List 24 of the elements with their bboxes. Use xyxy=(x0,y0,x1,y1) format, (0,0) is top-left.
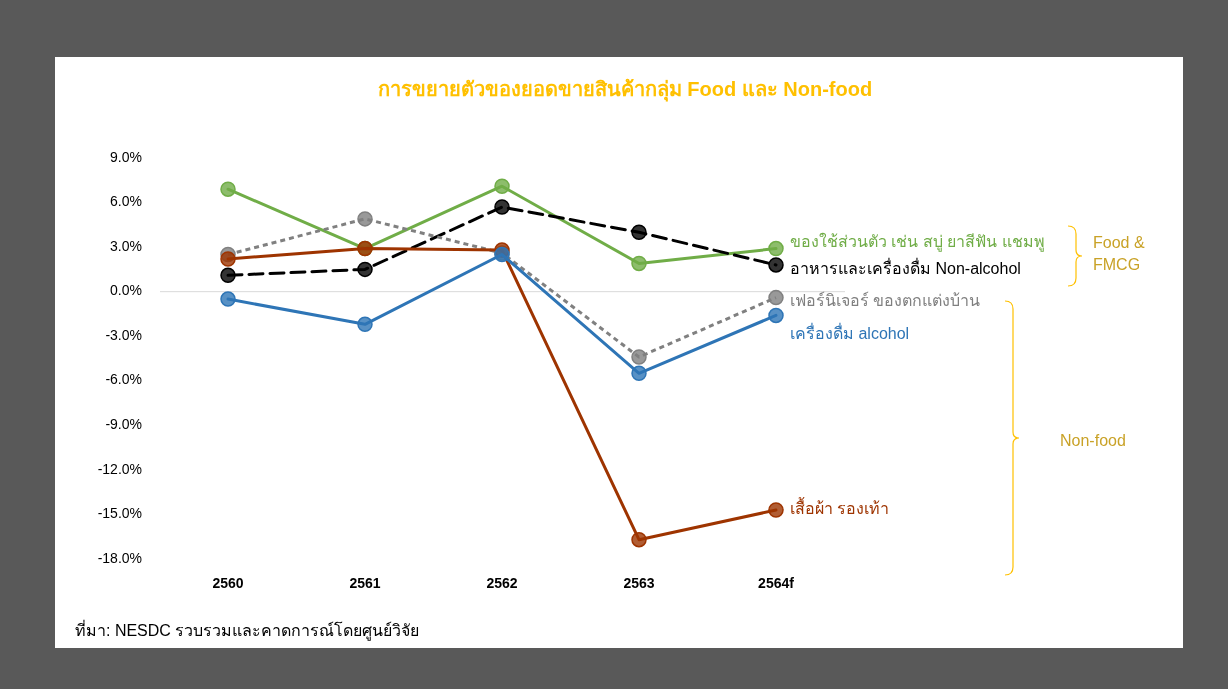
y-tick-label: 6.0% xyxy=(110,193,142,210)
series-label: อาหารและเครื่องดื่ม Non-alcohol xyxy=(790,257,1021,278)
x-tick-label: 2563 xyxy=(623,575,655,591)
x-tick-label: 2562 xyxy=(486,575,518,591)
y-tick-label: -6.0% xyxy=(105,371,142,388)
y-tick-label: -3.0% xyxy=(105,326,142,343)
chart-title: การขยายตัวของยอดขายสินค้ากลุ่ม Food และ Non-food xyxy=(377,78,873,102)
x-tick-label: 2561 xyxy=(349,575,381,591)
y-tick-label: -15.0% xyxy=(97,505,142,522)
series-label: เฟอร์นิเจอร์ ของตกแต่งบ้าน xyxy=(790,290,981,309)
text: Food & FMCG xyxy=(1093,234,1145,273)
y-tick-label: -9.0% xyxy=(105,416,142,433)
y-tick-label: 0.0% xyxy=(110,282,142,299)
y-tick-label: 9.0% xyxy=(110,148,142,165)
text: ที่มา: NESDC รวบรวมและคาดการณ์โดยศูนย์วิจัย xyxy=(75,619,420,641)
y-tick-label: -18.0% xyxy=(97,549,142,566)
y-tick-label: -12.0% xyxy=(97,460,142,477)
text: Non-food xyxy=(1060,432,1126,449)
series-label: เครื่องดื่ม alcohol xyxy=(790,321,910,342)
x-tick-label: 2560 xyxy=(212,575,244,591)
series-label: เสื้อผ้า รองเท้า xyxy=(790,497,890,518)
x-tick-label: 2564f xyxy=(758,575,795,591)
series-label: ของใช้ส่วนตัว เช่น สบู่ ยาสีฟัน แชมพู xyxy=(790,231,1045,252)
y-tick-label: 3.0% xyxy=(110,237,142,254)
